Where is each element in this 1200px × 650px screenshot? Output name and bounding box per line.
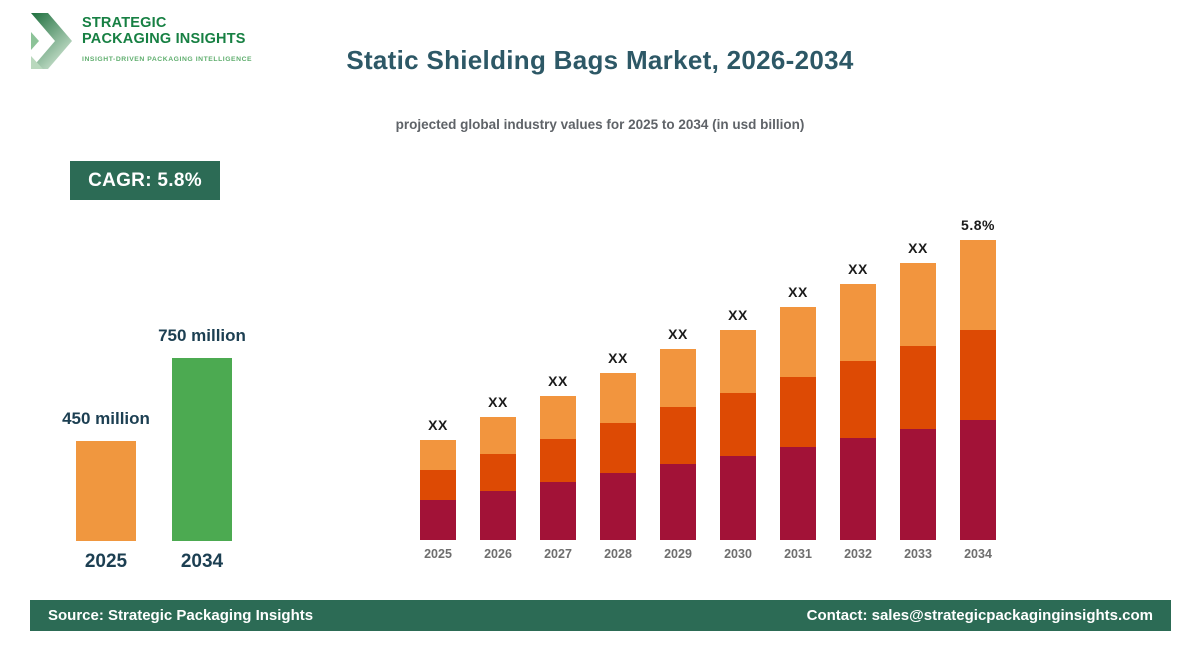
bar-segment-segment-top-2033 — [900, 263, 936, 346]
bar-segment-segment-bottom-2026 — [480, 491, 516, 540]
bar-segment-segment-middle-2034 — [960, 330, 996, 420]
page-subtitle: projected global industry values for 202… — [395, 117, 805, 132]
summary-bar-group-2025: 450 million 2025 — [58, 318, 154, 573]
bar-segment-segment-top-2026 — [480, 417, 516, 454]
stacked-bar-2031 — [780, 307, 816, 540]
summary-bar-2025 — [76, 441, 136, 541]
stacked-bar-2030 — [720, 330, 756, 540]
bar-segment-segment-middle-2031 — [780, 377, 816, 447]
summary-bar-group-2034: 750 million 2034 — [154, 318, 250, 573]
bar-segment-segment-bottom-2034 — [960, 420, 996, 540]
bar-value-label-2028: XX — [608, 350, 628, 366]
brand-logo: STRATEGIC PACKAGING INSIGHTS INSIGHT-DRI… — [30, 10, 252, 72]
bar-segment-segment-bottom-2029 — [660, 464, 696, 540]
bar-segment-segment-bottom-2032 — [840, 438, 876, 540]
bar-segment-segment-middle-2029 — [660, 407, 696, 464]
bar-axis-label-2027: 2027 — [544, 547, 572, 561]
summary-bar-2034 — [172, 358, 232, 541]
bar-axis-label-2034: 2034 — [964, 547, 992, 561]
bar-axis-label-2030: 2030 — [724, 547, 752, 561]
stacked-bar-2034 — [960, 240, 996, 540]
bar-segment-segment-top-2031 — [780, 307, 816, 377]
brand-name-line1: STRATEGIC — [82, 15, 167, 31]
summary-axis-label: 2025 — [84, 551, 128, 572]
summary-value-label: 750 million — [158, 326, 246, 345]
brand-logo-text: STRATEGIC PACKAGING INSIGHTS INSIGHT-DRI… — [82, 10, 252, 63]
bar-segment-segment-bottom-2027 — [540, 482, 576, 540]
bar-segment-segment-middle-2033 — [900, 346, 936, 429]
bar-segment-segment-middle-2026 — [480, 454, 516, 491]
summary-value-label: 450 million — [62, 409, 150, 428]
bar-value-label-2034: 5.8% — [961, 217, 995, 233]
stacked-bar-2032 — [840, 284, 876, 540]
bar-segment-segment-top-2025 — [420, 440, 456, 470]
footer-source: Source: Strategic Packaging Insights — [48, 607, 314, 624]
bar-segment-segment-bottom-2030 — [720, 456, 756, 540]
bar-value-label-2032: XX — [848, 261, 868, 277]
bar-segment-segment-top-2030 — [720, 330, 756, 393]
bar-segment-segment-middle-2025 — [420, 470, 456, 500]
bar-axis-label-2032: 2032 — [844, 547, 872, 561]
bar-value-label-2025: XX — [428, 417, 448, 433]
bar-axis-label-2026: 2026 — [484, 547, 512, 561]
bar-segment-segment-bottom-2028 — [600, 473, 636, 540]
bar-segment-segment-top-2034 — [960, 240, 996, 330]
bar-value-label-2031: XX — [788, 284, 808, 300]
stacked-bar-2025 — [420, 440, 456, 540]
bar-segment-segment-middle-2028 — [600, 423, 636, 473]
stacked-bar-2028 — [600, 373, 636, 540]
chevron-logo-icon — [31, 13, 72, 69]
bar-axis-label-2028: 2028 — [604, 547, 632, 561]
page-title: Static Shielding Bags Market, 2026-2034 — [346, 45, 854, 75]
forecast-stacked-bar-chart: XX 2025 XX 2026 XX 2027 XX 2028 XX 2029 XX 2030 XX 20… — [400, 198, 1020, 563]
bar-segment-segment-middle-2032 — [840, 361, 876, 438]
bar-axis-label-2033: 2033 — [904, 547, 932, 561]
brand-tagline: INSIGHT-DRIVEN PACKAGING INTELLIGENCE — [82, 56, 253, 64]
bar-axis-label-2029: 2029 — [664, 547, 692, 561]
summary-bar-chart: 450 million 2025 750 million 2034 — [58, 318, 250, 573]
summary-axis-label: 2034 — [180, 551, 224, 572]
bar-segment-segment-top-2032 — [840, 284, 876, 361]
bar-segment-segment-bottom-2033 — [900, 429, 936, 540]
stacked-bar-2027 — [540, 396, 576, 540]
bar-segment-segment-bottom-2025 — [420, 500, 456, 540]
bar-segment-segment-top-2028 — [600, 373, 636, 423]
bar-segment-segment-bottom-2031 — [780, 447, 816, 540]
bar-axis-label-2025: 2025 — [424, 547, 452, 561]
bar-segment-segment-top-2027 — [540, 396, 576, 439]
stacked-bar-2026 — [480, 417, 516, 540]
cagr-badge: CAGR: 5.8% — [70, 161, 220, 200]
bar-value-label-2027: XX — [548, 373, 568, 389]
brand-name-line2: PACKAGING INSIGHTS — [82, 30, 246, 47]
stacked-bar-2033 — [900, 263, 936, 540]
bar-value-label-2029: XX — [668, 326, 688, 342]
footer-contact: Contact: sales@strategicpackaginginsight… — [806, 607, 1153, 624]
bar-segment-segment-middle-2027 — [540, 439, 576, 482]
bar-axis-label-2031: 2031 — [784, 547, 812, 561]
footer-bar: Source: Strategic Packaging Insights Con… — [30, 600, 1171, 631]
bar-value-label-2033: XX — [908, 240, 928, 256]
bar-segment-segment-middle-2030 — [720, 393, 756, 456]
bar-segment-segment-top-2029 — [660, 349, 696, 407]
bar-value-label-2030: XX — [728, 307, 748, 323]
bar-value-label-2026: XX — [488, 394, 508, 410]
stacked-bar-2029 — [660, 349, 696, 540]
